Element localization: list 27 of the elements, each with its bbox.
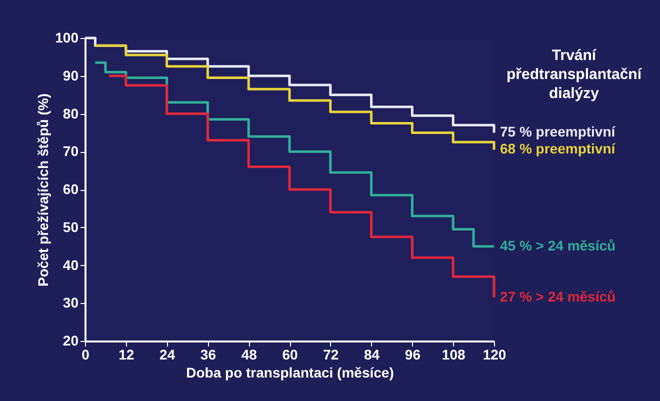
- x-tick-label: 84: [364, 346, 380, 362]
- x-tick-label: 12: [118, 346, 134, 362]
- x-tick-label: 96: [404, 346, 421, 362]
- series-label: 68 % preemptivní: [500, 140, 616, 157]
- x-tick-label: 108: [442, 346, 466, 362]
- y-tick-label: 30: [62, 294, 79, 311]
- y-tick-label: 40: [62, 256, 79, 273]
- x-tick-label: 60: [282, 346, 298, 362]
- y-tick-label: 70: [62, 143, 79, 160]
- legend-title: Trvání předtransplantační dialýzy: [506, 47, 642, 102]
- y-tick-label: 50: [62, 218, 79, 235]
- y-tick-label: 80: [62, 105, 79, 122]
- x-tick-label: 0: [82, 346, 90, 362]
- y-axis-title: Počet přežívajících štěpů (%): [35, 94, 52, 286]
- y-tick-label: 20: [62, 332, 79, 348]
- y-tick-label: 90: [62, 67, 79, 84]
- x-tick-label: 120: [482, 346, 506, 362]
- series-label: 45 % > 24 měsíců: [500, 237, 616, 254]
- x-tick-label: 48: [241, 346, 258, 362]
- x-axis-title: Doba po transplantaci (měsíce): [186, 364, 394, 380]
- series-label: 75 % preemptivní: [500, 124, 616, 140]
- x-tick-label: 72: [323, 346, 339, 362]
- x-tick-label: 36: [200, 346, 216, 362]
- y-tick-label: 100: [55, 30, 79, 46]
- series-label: 27 % > 24 měsíců: [500, 288, 616, 304]
- y-tick-label: 60: [62, 181, 79, 197]
- x-tick-label: 24: [160, 346, 176, 362]
